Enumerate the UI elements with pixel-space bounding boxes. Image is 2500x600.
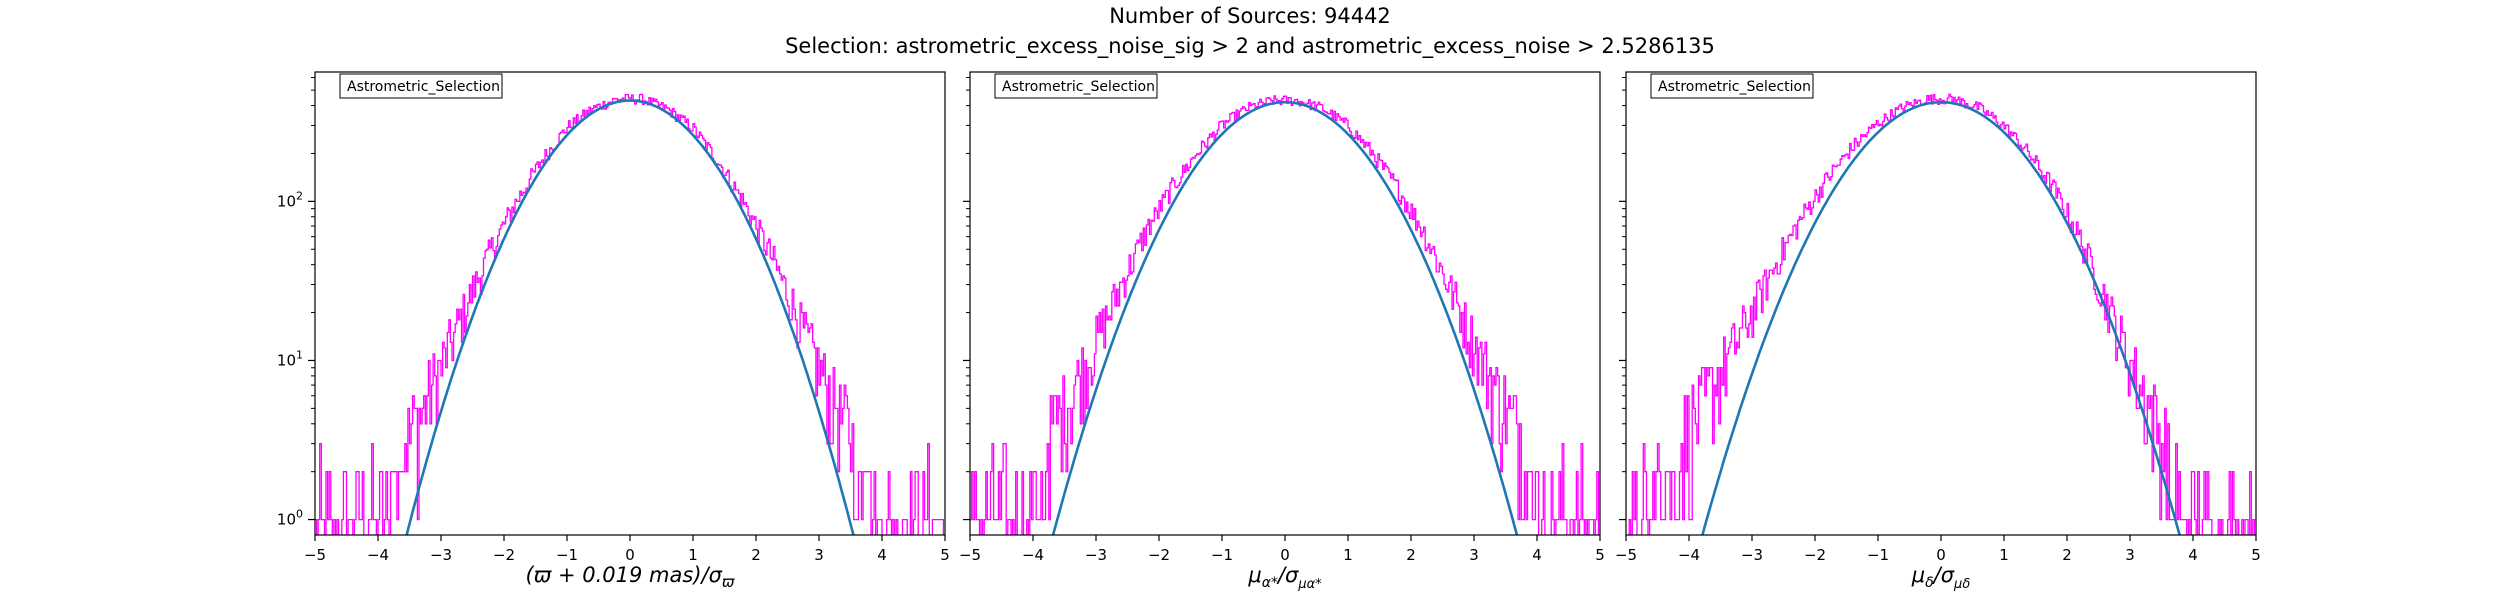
legend-box — [994, 73, 1158, 99]
panel-2: −5 −4 −3 −2 −1 0 1 2 3 4 5 Astrometric_Selection μα*… — [959, 71, 1605, 592]
histogram-steps — [315, 93, 945, 535]
x-tick-label: 2 — [1406, 546, 1416, 564]
x-axis-label: μδ/σμδ — [1911, 563, 1971, 592]
x-tick-label: −5 — [1615, 546, 1637, 564]
panel-1: −5 −4 −3 −2 −1 0 1 2 3 4 5 100 101 102 Astrometric_Sel… — [277, 71, 950, 591]
legend: Astrometric_Selection — [339, 73, 503, 99]
x-tick-label: 0 — [625, 546, 635, 564]
legend-label: Astrometric_Selection — [1658, 79, 1811, 95]
figure-title: Number of Sources: 94442 — [1109, 4, 1391, 28]
legend: Astrometric_Selection — [1650, 73, 1814, 99]
legend-label: Astrometric_Selection — [1002, 79, 1155, 95]
x-tick-label: −2 — [493, 546, 515, 564]
x-tick-label: 2 — [751, 546, 761, 564]
x-tick-label: −1 — [1867, 546, 1889, 564]
x-tick-label: −1 — [556, 546, 578, 564]
x-tick-label: −3 — [1741, 546, 1763, 564]
x-tick-label: 3 — [1469, 546, 1479, 564]
x-tick-label: 1 — [1343, 546, 1353, 564]
legend-box — [339, 73, 503, 99]
x-tick-label: −4 — [1678, 546, 1700, 564]
x-tick-label: 4 — [1532, 546, 1542, 564]
x-tick-label: −5 — [304, 546, 326, 564]
x-tick-label: 5 — [2251, 546, 2261, 564]
x-tick-label: −2 — [1148, 546, 1170, 564]
legend-label: Astrometric_Selection — [347, 79, 500, 95]
x-tick-label: −4 — [1022, 546, 1044, 564]
x-tick-label: −3 — [430, 546, 452, 564]
x-tick-label: 1 — [1999, 546, 2009, 564]
histogram-steps — [1628, 93, 2256, 535]
legend-box — [1650, 73, 1814, 99]
gaussian-fit-line — [1051, 100, 1519, 535]
x-tick-label: 3 — [814, 546, 824, 564]
x-tick-label: 1 — [688, 546, 698, 564]
y-tick-label: 102 — [277, 189, 303, 210]
x-tick-label: 5 — [1595, 546, 1605, 564]
gaussian-fit-line — [1701, 100, 2181, 535]
plot-frame — [969, 71, 1601, 536]
x-tick-label: 0 — [1936, 546, 1946, 564]
x-tick-label: −4 — [367, 546, 389, 564]
x-tick-label: −5 — [959, 546, 981, 564]
x-axis-label: (ϖ + 0.019 mas)/σϖ — [526, 563, 735, 591]
x-tick-label: 0 — [1280, 546, 1290, 564]
x-tick-label: 3 — [2125, 546, 2135, 564]
x-tick-label: −2 — [1804, 546, 1826, 564]
histogram-steps — [970, 95, 1600, 535]
x-tick-label: 4 — [2188, 546, 2198, 564]
gaussian-fit-line — [405, 99, 855, 535]
y-tick-label: 100 — [277, 508, 303, 529]
panel-3: −5 −4 −3 −2 −1 0 1 2 3 4 5 Astrometric_Selection μδ/… — [1615, 71, 2261, 592]
x-tick-label: 4 — [877, 546, 887, 564]
x-tick-label: −1 — [1211, 546, 1233, 564]
x-axis-label: μα*/σμα* — [1247, 563, 1322, 592]
figure-subtitle: Selection: astrometric_excess_noise_sig … — [785, 34, 1715, 58]
x-tick-label: −3 — [1085, 546, 1107, 564]
y-tick-label: 101 — [277, 348, 303, 369]
legend: Astrometric_Selection — [994, 73, 1158, 99]
x-tick-label: 2 — [2062, 546, 2072, 564]
x-tick-label: 5 — [940, 546, 950, 564]
